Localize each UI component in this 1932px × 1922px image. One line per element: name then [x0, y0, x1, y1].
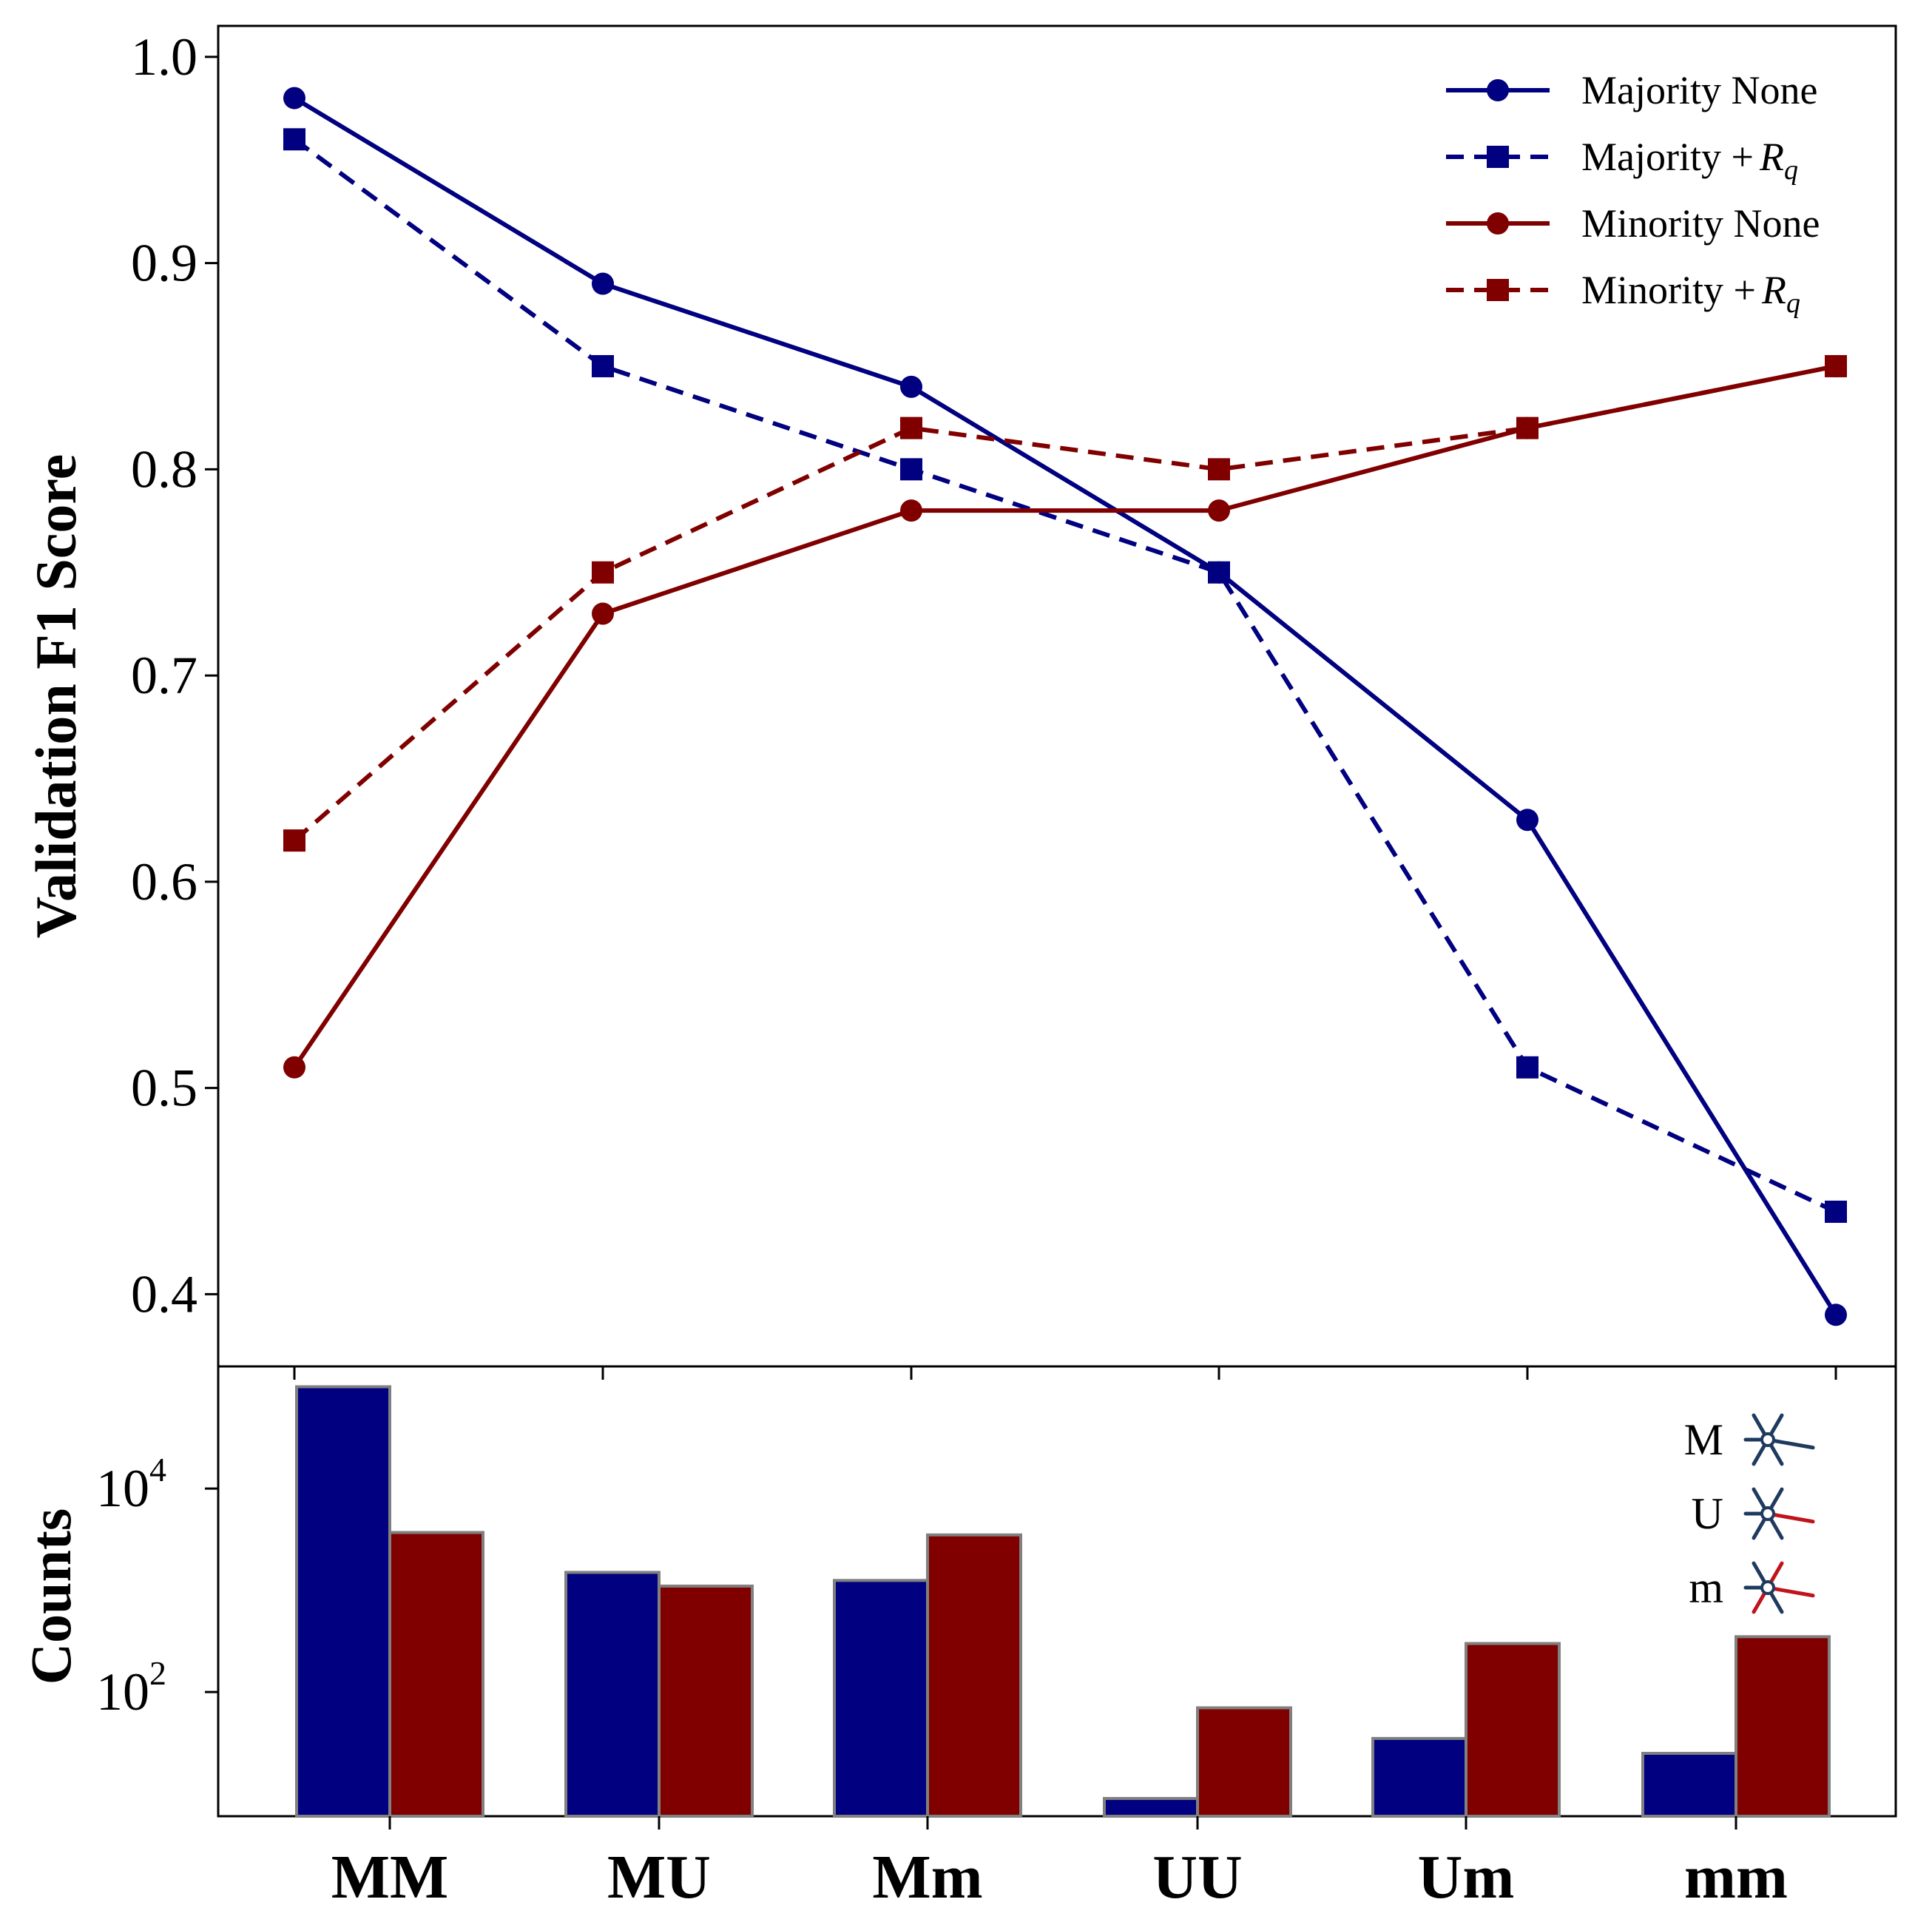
- data-point: [592, 602, 614, 625]
- bar-mm-minority: [926, 1533, 1022, 1818]
- category-label-uu: UU: [1152, 1843, 1242, 1912]
- inset-legend-item-m: m: [1689, 1561, 1815, 1614]
- data-point: [1208, 458, 1230, 481]
- star-center: [1760, 1580, 1775, 1595]
- legend: Majority None Majority + Rq Minority None Mi…: [1446, 68, 1820, 319]
- legend-marker: [1487, 79, 1509, 101]
- star-spoke: [1766, 1585, 1815, 1598]
- legend-label: Minority + Rq: [1581, 268, 1800, 319]
- star-spoke: [1766, 1437, 1815, 1450]
- data-point: [592, 561, 614, 584]
- data-point: [283, 87, 305, 109]
- data-point: [900, 458, 922, 481]
- inset-legend-label: m: [1689, 1563, 1723, 1612]
- line-chart-y-axis: 0.4 0.5 0.6 0.7 0.8 0.9 1.0: [131, 27, 218, 1324]
- data-point: [1208, 561, 1230, 584]
- legend-label: Majority + Rq: [1581, 135, 1798, 186]
- data-point: [1516, 417, 1538, 439]
- bar-mm-majority: [833, 1579, 929, 1818]
- series-line: [292, 364, 1837, 1069]
- data-point: [283, 1056, 305, 1079]
- category-label-mm: mm: [1684, 1843, 1788, 1912]
- data-point: [900, 499, 922, 522]
- bar-mm-majority: [295, 1385, 391, 1818]
- legend-label: Minority None: [1581, 201, 1820, 246]
- data-point: [592, 272, 614, 295]
- data-point: [1825, 354, 1847, 377]
- line-y-tick-label: 1.0: [131, 27, 197, 87]
- series-line: [293, 364, 1837, 843]
- legend-marker: [1487, 146, 1509, 168]
- legend-item: Majority + Rq: [1446, 135, 1798, 186]
- line-y-tick-label: 0.5: [131, 1059, 197, 1118]
- data-point: [1208, 499, 1230, 522]
- legend-item: Minority None: [1446, 201, 1820, 246]
- legend-item: Majority None: [1446, 68, 1817, 112]
- inset-legend-item-U: U: [1692, 1487, 1815, 1540]
- bar-y-tick-label: 102: [96, 1654, 166, 1722]
- category-label-um: Um: [1418, 1843, 1515, 1912]
- category-label-mm: MM: [331, 1843, 449, 1912]
- legend-label: Majority None: [1581, 68, 1817, 112]
- bar-um-minority: [1465, 1642, 1561, 1818]
- star-spoke: [1766, 1511, 1815, 1524]
- bar-mu-minority: [658, 1584, 754, 1818]
- inset-legend-item-M: M: [1684, 1413, 1815, 1466]
- data-point: [1825, 1304, 1847, 1326]
- line-series-minority-rq: [283, 354, 1847, 852]
- line-y-tick-label: 0.8: [131, 439, 197, 499]
- data-point: [592, 354, 614, 377]
- bar-mm-minority: [388, 1531, 484, 1818]
- bar-chart-y-axis: 102 104: [96, 1451, 218, 1722]
- data-point: [1516, 809, 1538, 832]
- series-line: [293, 137, 1837, 1214]
- data-point: [1825, 1200, 1847, 1223]
- line-chart-y-axis-title: Validation F1 Score: [24, 454, 88, 938]
- bar-mm-minority: [1735, 1635, 1831, 1818]
- bar-chart-x-axis: MM MU Mm UU Um mm: [331, 1816, 1788, 1912]
- line-chart-x-ticks: [293, 1366, 1837, 1380]
- inset-legend: MUm: [1684, 1413, 1815, 1614]
- line-y-tick-label: 0.7: [131, 646, 197, 705]
- bar-um-majority: [1371, 1736, 1467, 1818]
- data-point: [283, 128, 305, 151]
- series-line: [293, 95, 1838, 1316]
- data-point: [283, 829, 305, 852]
- bar-uu-minority: [1196, 1706, 1292, 1818]
- data-point: [900, 375, 922, 398]
- bar-chart-y-axis-title: Counts: [18, 1508, 83, 1685]
- star-center: [1760, 1506, 1775, 1521]
- data-point: [1516, 1056, 1538, 1079]
- line-y-tick-label: 0.6: [131, 852, 197, 911]
- bar-mu-majority: [564, 1571, 661, 1818]
- legend-marker: [1487, 279, 1509, 301]
- bar-y-tick-label: 104: [96, 1451, 166, 1518]
- line-chart: 0.40.50.60.70.80.91.0 Majority NoneMajor…: [24, 24, 1897, 1380]
- line-chart-series-group: [283, 87, 1847, 1326]
- line-y-tick-label: 0.9: [131, 234, 197, 293]
- bar-chart-bars: [295, 1385, 1831, 1818]
- category-label-mm: Mm: [872, 1843, 982, 1912]
- bar-mm-majority: [1641, 1751, 1737, 1818]
- inset-legend-label: M: [1684, 1415, 1723, 1464]
- bar-uu-majority: [1103, 1797, 1199, 1818]
- data-point: [900, 417, 922, 439]
- line-series-minority-none: [283, 354, 1847, 1079]
- star-center: [1760, 1432, 1775, 1447]
- legend-item: Minority + Rq: [1446, 268, 1800, 319]
- bar-chart-frame: [217, 1365, 1897, 1818]
- inset-legend-label: U: [1692, 1489, 1723, 1538]
- category-label-mu: MU: [607, 1843, 711, 1912]
- line-y-tick-label: 0.4: [131, 1264, 197, 1324]
- legend-marker: [1487, 212, 1509, 235]
- line-series-majority-rq: [283, 128, 1847, 1223]
